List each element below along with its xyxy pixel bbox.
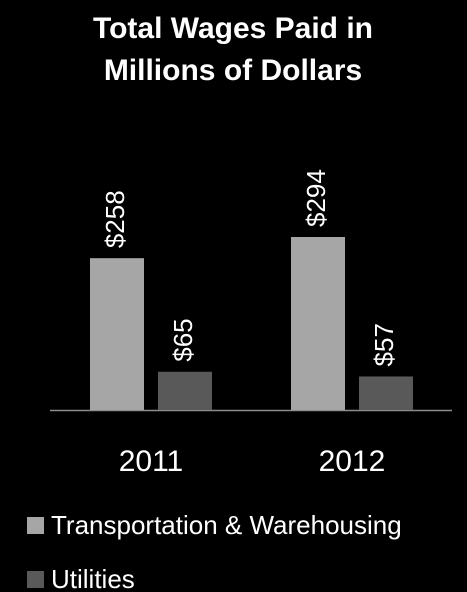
value-label: $65 [168, 318, 198, 361]
value-label: $258 [100, 190, 130, 248]
bar [359, 376, 413, 410]
x-tick-label: 2012 [319, 445, 386, 478]
chart-title: Total Wages Paid in Millions of Dollars [92, 12, 374, 87]
legend-label: Utilities [51, 564, 135, 592]
legend-label: Transportation & Warehousing [51, 510, 402, 540]
legend-swatch [27, 517, 44, 534]
bar [291, 237, 345, 410]
bar [90, 258, 144, 410]
legend-swatch [27, 571, 44, 588]
value-label: $294 [301, 169, 331, 227]
value-label: $57 [369, 323, 399, 366]
bar [158, 371, 212, 410]
x-tick-label: 2011 [119, 445, 184, 478]
